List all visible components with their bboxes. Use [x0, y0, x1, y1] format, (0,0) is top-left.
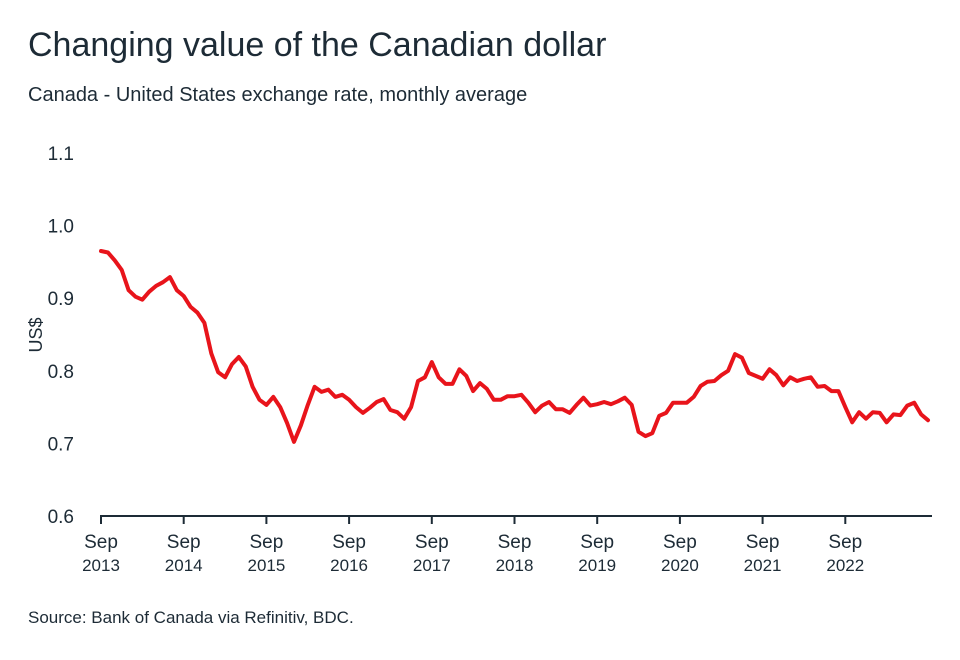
chart-title: Changing value of the Canadian dollar: [28, 26, 607, 64]
x-tick-year: 2014: [165, 556, 203, 575]
y-tick-label: 1.1: [48, 144, 74, 165]
x-tick-month: Sep: [415, 532, 449, 553]
y-axis-label: US$: [26, 317, 46, 352]
x-tick-month: Sep: [84, 532, 118, 553]
x-tick-year: 2017: [413, 556, 451, 575]
x-tick-year: 2015: [247, 556, 285, 575]
x-tick-year: 2013: [82, 556, 120, 575]
x-tick-month: Sep: [663, 532, 697, 553]
x-tick-month: Sep: [746, 532, 780, 553]
chart-subtitle: Canada - United States exchange rate, mo…: [28, 84, 528, 106]
x-tick-year: 2020: [661, 556, 699, 575]
y-tick-label: 0.6: [48, 507, 74, 528]
x-tick-month: Sep: [828, 532, 862, 553]
x-tick-month: Sep: [498, 532, 532, 553]
x-tick-month: Sep: [580, 532, 614, 553]
x-tick-year: 2018: [496, 556, 534, 575]
y-tick-label: 0.8: [48, 362, 74, 383]
x-tick-year: 2016: [330, 556, 368, 575]
source-note: Source: Bank of Canada via Refinitiv, BD…: [28, 608, 354, 627]
x-tick-month: Sep: [332, 532, 366, 553]
x-tick-month: Sep: [249, 532, 283, 553]
exchange-rate-line: [99, 249, 930, 444]
y-tick-label: 0.9: [48, 289, 74, 310]
y-tick-label: 1.0: [48, 217, 74, 238]
x-tick-year: 2019: [578, 556, 616, 575]
x-tick-year: 2021: [744, 556, 782, 575]
y-tick-label: 0.7: [48, 434, 74, 455]
x-tick-month: Sep: [167, 532, 201, 553]
x-tick-year: 2022: [826, 556, 864, 575]
